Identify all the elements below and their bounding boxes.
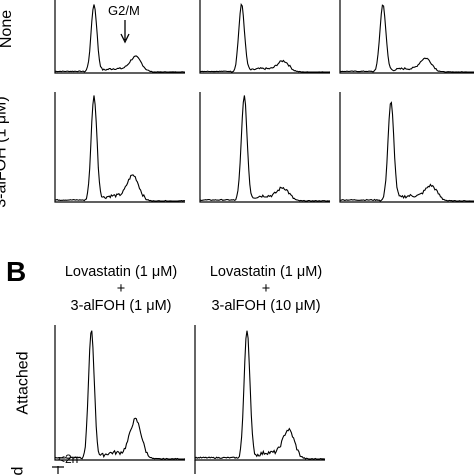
column-header-2: Lovastatin (1 μM) + 3-alFOH (10 μM) bbox=[196, 264, 336, 315]
histogram-panel-a-1 bbox=[54, 0, 185, 74]
histogram-trace bbox=[199, 95, 331, 202]
annotation-sub2n: <2n bbox=[58, 452, 79, 466]
column-header-2-line1: Lovastatin (1 μM) bbox=[209, 264, 323, 280]
column-header-2-line2: + bbox=[261, 281, 271, 297]
histogram-trace bbox=[194, 330, 326, 460]
histogram-panel-a-5 bbox=[199, 92, 331, 203]
histogram-axes bbox=[199, 92, 330, 203]
histogram-axes bbox=[339, 92, 474, 203]
column-header-1-line1: Lovastatin (1 μM) bbox=[64, 264, 178, 280]
panel-letter-b: B bbox=[6, 256, 27, 287]
histogram-panel-b-8 bbox=[194, 325, 326, 461]
histogram-axes bbox=[199, 0, 330, 74]
column-header-2-line3: 3-alFOH (10 μM) bbox=[211, 298, 321, 314]
histogram-trace bbox=[339, 4, 474, 73]
histogram-axes bbox=[54, 325, 185, 461]
histogram-trace bbox=[55, 95, 186, 202]
histogram-axes bbox=[339, 0, 474, 74]
column-header-1-line2: + bbox=[116, 281, 126, 297]
column-header-1-line3: 3-alFOH (1 μM) bbox=[70, 298, 172, 314]
histogram-trace bbox=[199, 2, 331, 73]
partial-panel-stub bbox=[52, 460, 196, 474]
histogram-axes bbox=[54, 0, 185, 74]
histogram-trace bbox=[54, 330, 186, 460]
histogram-axes bbox=[54, 92, 185, 203]
g2m-arrow bbox=[120, 20, 130, 44]
histogram-trace bbox=[55, 4, 185, 73]
histogram-panel-b-7 bbox=[54, 325, 186, 461]
column-header-1: Lovastatin (1 μM) + 3-alFOH (1 μM) bbox=[56, 264, 186, 315]
histogram-axes bbox=[194, 325, 325, 461]
histogram-panel-a-2 bbox=[199, 0, 331, 74]
histogram-trace bbox=[340, 101, 474, 202]
annotation-g2m: G2/M bbox=[108, 3, 140, 18]
histogram-panel-a-4 bbox=[54, 92, 186, 203]
histogram-panel-a-6 bbox=[339, 92, 474, 203]
histogram-panel-a-3 bbox=[339, 0, 474, 74]
